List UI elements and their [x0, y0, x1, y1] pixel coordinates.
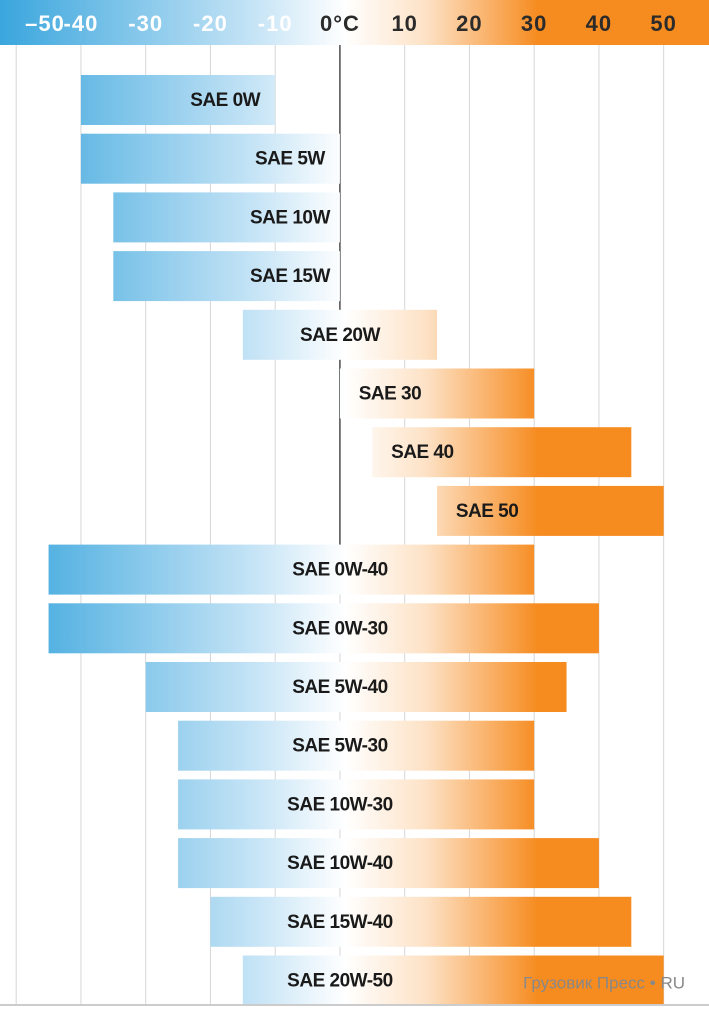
x-tick-label: -30 — [128, 11, 163, 36]
bar-label: SAE 10W-30 — [287, 794, 393, 815]
x-tick-label: 50 — [650, 11, 676, 36]
bar — [339, 368, 535, 419]
bar — [145, 662, 567, 712]
bar-label: SAE 20W-50 — [287, 971, 393, 992]
bar — [372, 427, 632, 478]
bar — [113, 251, 340, 302]
bar-label: SAE 5W-40 — [292, 677, 387, 698]
bar-label: SAE 40 — [391, 442, 453, 463]
watermark: Грузовик Пресс • RU — [523, 973, 685, 992]
bar — [210, 896, 632, 947]
bar — [80, 75, 276, 125]
bar — [242, 309, 438, 360]
bar-label: SAE 10W — [250, 207, 330, 228]
bar-label: SAE 5W-30 — [292, 736, 387, 757]
bar — [437, 485, 664, 536]
bar — [48, 544, 535, 595]
x-tick-label: -10 — [258, 11, 293, 36]
bar — [80, 133, 340, 184]
x-tick-label: 10 — [391, 11, 417, 36]
x-tick-label: –50 — [25, 11, 65, 36]
bar-label: SAE 10W-40 — [287, 853, 393, 874]
bar — [178, 779, 535, 830]
x-tick-label: -20 — [193, 11, 228, 36]
bar — [242, 955, 664, 1006]
x-tick-label: 20 — [456, 11, 482, 36]
bar-label: SAE 50 — [456, 501, 518, 522]
bar — [178, 720, 535, 771]
x-tick-label: -40 — [64, 11, 99, 36]
bar-label: SAE 15W — [250, 266, 330, 287]
bar-label: SAE 20W — [300, 325, 380, 346]
bar — [113, 192, 340, 243]
bar-label: SAE 0W-30 — [292, 618, 387, 639]
x-tick-label: 30 — [521, 11, 547, 36]
x-tick-label: 40 — [586, 11, 612, 36]
bar-label: SAE 5W — [255, 149, 325, 170]
bar — [48, 603, 599, 654]
axis-band — [0, 0, 709, 45]
bar-label: SAE 15W-40 — [287, 912, 393, 933]
bar-label: SAE 0W — [190, 90, 260, 111]
bar-label: SAE 30 — [359, 384, 421, 405]
x-tick-label: 0°C — [320, 11, 360, 36]
bar — [178, 838, 599, 889]
bar-label: SAE 0W-40 — [292, 560, 387, 581]
